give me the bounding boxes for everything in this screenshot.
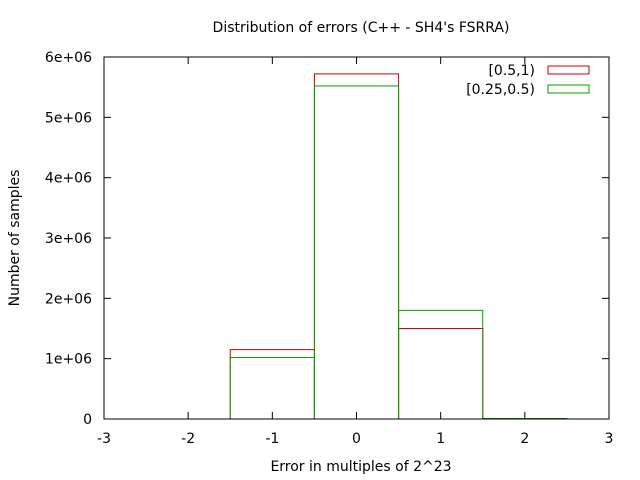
legend-swatch — [547, 65, 590, 75]
legend-swatch — [547, 84, 590, 94]
x-tick-label: -1 — [265, 431, 279, 447]
y-tick-label: 4e+06 — [45, 171, 92, 187]
y-tick-label: 3e+06 — [45, 231, 92, 247]
x-tick-label: 0 — [352, 431, 361, 447]
plot-area: -3 -2 -1 0 1 2 3 0 1e+06 2e+06 3e+06 4e+06 5e+06 6e+0… — [45, 50, 614, 447]
plot-border — [103, 56, 610, 420]
x-tick-label: 1 — [436, 431, 445, 447]
y-tick-label: 5e+06 — [45, 110, 92, 126]
chart-title: Distribution of errors (C++ - SH4's FSRR… — [213, 20, 510, 36]
x-tick-label: -3 — [97, 431, 111, 447]
y-tick-label: 1e+06 — [45, 352, 92, 368]
y-tick-label: 2e+06 — [45, 291, 92, 307]
y-tick-label: 0 — [83, 412, 92, 428]
y-axis-label: Number of samples — [7, 170, 23, 307]
x-tick-label: 2 — [520, 431, 529, 447]
x-axis-label: Error in multiples of 2^23 — [270, 459, 451, 475]
x-tick-label: 3 — [605, 431, 614, 447]
y-tick-label: 6e+06 — [45, 50, 92, 66]
x-tick-label: -2 — [181, 431, 195, 447]
legend-label: [0.5,1) — [488, 63, 535, 79]
legend-label: [0.25,0.5) — [466, 82, 535, 98]
legend: [0.5,1) [0.25,0.5) — [466, 63, 590, 98]
